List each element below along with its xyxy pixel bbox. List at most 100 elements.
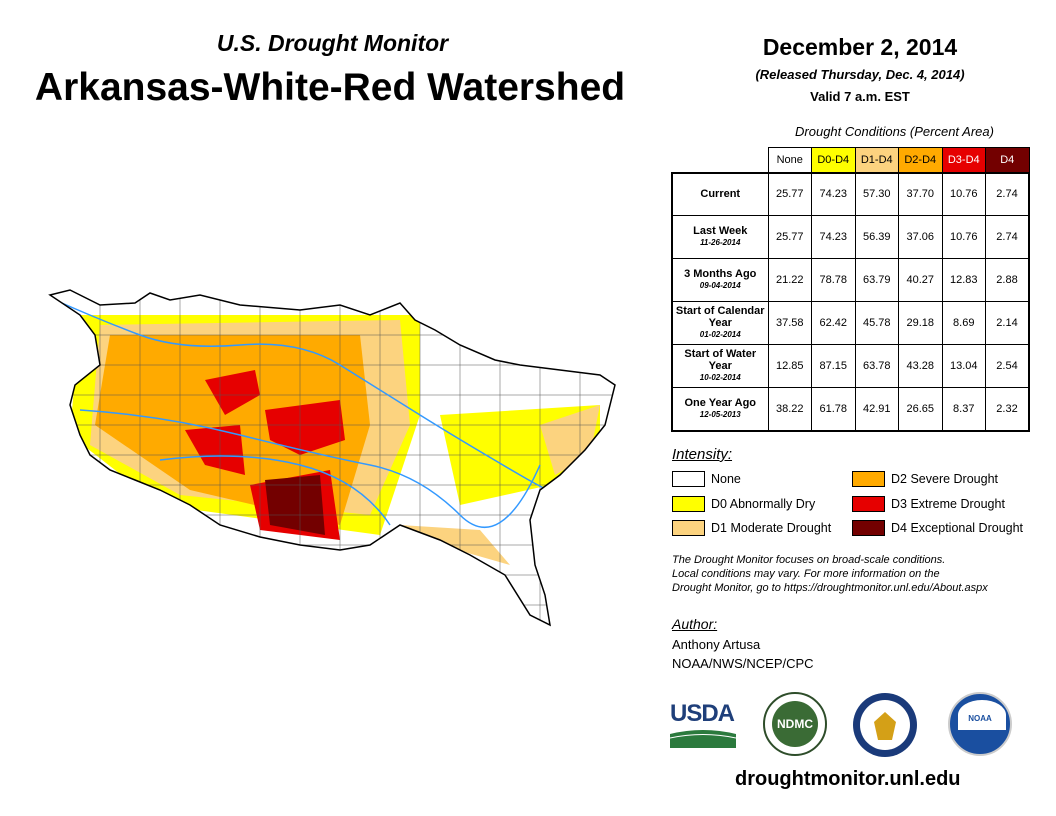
row-label: Last Week 11-26-2014 (671, 215, 769, 259)
row-label: Start of Calendar Year 01-02-2014 (671, 301, 769, 345)
table-cell: 57.30 (854, 172, 899, 216)
column-header: D1-D4 (854, 147, 899, 173)
row-label-text: Current (700, 188, 741, 201)
note-line: Local conditions may vary. For more info… (672, 568, 940, 580)
legend-label: D3 Extreme Drought (891, 497, 1005, 511)
legend-swatch (672, 471, 705, 487)
table-row: Last Week 11-26-2014 25.77 74.23 56.39 37.06 1… (671, 215, 1030, 259)
table-caption: Drought Conditions (Percent Area) (795, 124, 994, 139)
release-date: (Released Thursday, Dec. 4, 2014) (755, 67, 965, 82)
table-cell: 2.32 (985, 387, 1030, 431)
table-cell: 42.91 (854, 387, 899, 431)
table-cell: 62.42 (811, 301, 856, 345)
row-label-text: Start of Calendar Year (675, 305, 765, 329)
row-date: 11-26-2014 (700, 238, 741, 247)
legend-item: None (672, 471, 741, 487)
row-label-text: Last Week (693, 225, 748, 237)
map-date: December 2, 2014 (762, 34, 958, 60)
table-cell: 37.58 (767, 301, 812, 345)
table-cell: 78.78 (811, 258, 856, 302)
table-cell: 12.83 (941, 258, 986, 302)
table-cell: 25.77 (767, 215, 812, 259)
table-cell: 37.06 (898, 215, 943, 259)
author-name: Anthony Artusa (672, 637, 761, 652)
table-cell: 26.65 (898, 387, 943, 431)
legend-title: Intensity: (672, 446, 733, 463)
column-header: D4 (985, 147, 1030, 173)
table-cell: 2.74 (985, 215, 1030, 259)
column-header: D0-D4 (811, 147, 856, 173)
legend-item: D1 Moderate Drought (672, 520, 831, 536)
row-label-text: 3 Months Ago (684, 268, 757, 280)
table-cell: 2.54 (985, 344, 1030, 388)
rivers (54, 299, 581, 528)
table-row: Current 25.77 74.23 57.30 37.70 10.76 2.74 (671, 172, 1030, 216)
table-cell: 56.39 (854, 215, 899, 259)
table-cell: 74.23 (811, 215, 856, 259)
author-heading: Author: (672, 616, 718, 632)
table-cell: 38.22 (767, 387, 812, 431)
legend-item: D0 Abnormally Dry (672, 496, 815, 512)
map-title: Arkansas-White-Red Watershed (34, 66, 626, 109)
table-cell: 61.78 (811, 387, 856, 431)
table-cell: 2.74 (985, 172, 1030, 216)
row-label: Current (671, 172, 769, 216)
table-cell: 29.18 (898, 301, 943, 345)
legend-swatch (672, 520, 705, 536)
table-cell: 43.28 (898, 344, 943, 388)
table-cell: 21.22 (767, 258, 812, 302)
usda-logo: USDA (669, 700, 738, 748)
legend-item: D3 Extreme Drought (852, 496, 1005, 512)
table-cell: 63.79 (854, 258, 899, 302)
table-cell: 74.23 (811, 172, 856, 216)
column-header: D3-D4 (941, 147, 986, 173)
legend-label: D0 Abnormally Dry (711, 497, 816, 511)
legend-swatch (852, 471, 885, 487)
legend-label: D4 Exceptional Drought (891, 521, 1024, 535)
table-row: 3 Months Ago 09-04-2014 21.22 78.78 63.79 40.… (671, 258, 1030, 302)
row-date: 01-02-2014 (699, 330, 741, 339)
table-cell: 25.77 (767, 172, 812, 216)
drought-map (48, 289, 616, 627)
legend-swatch (852, 496, 885, 512)
valid-time: Valid 7 a.m. EST (810, 89, 910, 104)
ndmc-logo: NDMC (763, 692, 827, 756)
row-label: 3 Months Ago 09-04-2014 (671, 258, 769, 302)
legend-item: D2 Severe Drought (852, 471, 998, 487)
d4-area (265, 475, 325, 535)
table-cell: 10.76 (941, 172, 986, 216)
row-date: 12-05-2013 (699, 409, 741, 419)
row-date: 10-02-2014 (699, 373, 741, 382)
footer-url[interactable]: droughtmonitor.unl.edu (735, 768, 961, 790)
table-cell: 8.69 (941, 301, 986, 345)
legend-item: D4 Exceptional Drought (852, 520, 1023, 536)
table-cell: 12.85 (767, 344, 812, 388)
subtitle: U.S. Drought Monitor (216, 30, 449, 56)
note-line: Drought Monitor, go to https://droughtmo… (672, 582, 988, 594)
row-label: Start of Water Year 10-02-2014 (671, 344, 769, 388)
table-cell: 63.78 (854, 344, 899, 388)
table-row: Start of Water Year 10-02-2014 12.85 87.15 6… (671, 344, 1030, 388)
table-cell: 45.78 (854, 301, 899, 345)
row-label-text: Start of Water Year (684, 348, 757, 372)
legend-label: None (711, 472, 741, 486)
row-label: One Year Ago 12-05-2013 (671, 387, 769, 431)
table-cell: 8.37 (941, 387, 986, 431)
table-cell: 2.88 (985, 258, 1030, 302)
column-header: None (767, 147, 812, 173)
table-row: One Year Ago 12-05-2013 38.22 61.78 42.91 26.… (671, 387, 1030, 431)
column-header: D2-D4 (898, 147, 943, 173)
noaa-logo: NOAA (948, 692, 1012, 756)
legend-label: D1 Moderate Drought (711, 521, 832, 535)
table-cell: 40.27 (898, 258, 943, 302)
table-cell: 10.76 (941, 215, 986, 259)
legend-label: D2 Severe Drought (891, 472, 999, 486)
table-cell: 13.04 (941, 344, 986, 388)
note-line: The Drought Monitor focuses on broad-sca… (672, 554, 946, 566)
author-org: NOAA/NWS/NCEP/CPC (672, 656, 814, 671)
disclaimer-note: The Drought Monitor focuses on broad-sca… (672, 553, 988, 595)
table-cell: 37.70 (898, 172, 943, 216)
legend-swatch (672, 496, 705, 512)
table-row: Start of Calendar Year 01-02-2014 37.58 62.… (671, 301, 1030, 345)
drought-conditions-table: None D0-D4 D1-D4 D2-D4 D3-D4 D4 Current 25.77 7… (671, 147, 1030, 432)
